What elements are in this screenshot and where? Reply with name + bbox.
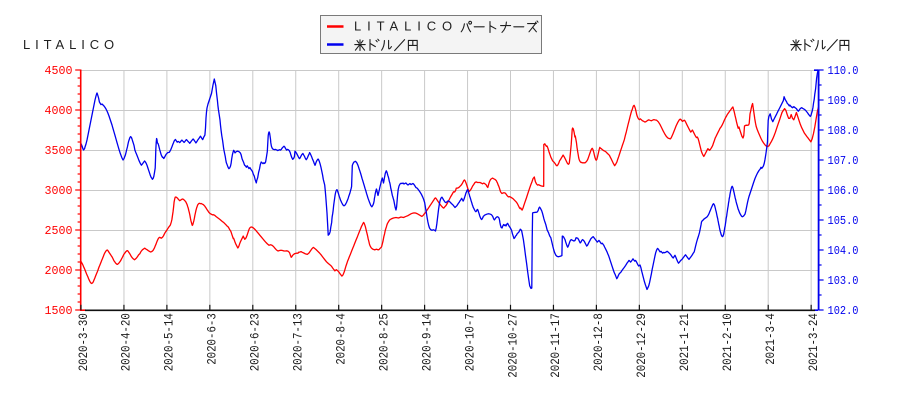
- svg-text:3000: 3000: [45, 185, 73, 198]
- svg-text:2021-3-4: 2021-3-4: [764, 313, 778, 365]
- svg-text:2020-12-8: 2020-12-8: [592, 313, 606, 371]
- svg-text:2021-3-24: 2021-3-24: [807, 313, 821, 371]
- svg-text:105.0: 105.0: [828, 215, 859, 228]
- svg-text:2020-7-13: 2020-7-13: [292, 313, 306, 371]
- svg-text:2020-8-4: 2020-8-4: [335, 313, 349, 365]
- svg-text:2020-3-30: 2020-3-30: [77, 313, 91, 371]
- svg-text:4500: 4500: [45, 65, 73, 78]
- svg-text:2020-9-14: 2020-9-14: [420, 313, 434, 371]
- svg-text:LITALICO: LITALICO: [354, 19, 458, 34]
- svg-text:2020-6-3: 2020-6-3: [206, 313, 220, 365]
- svg-text:2021-2-10: 2021-2-10: [721, 313, 735, 371]
- svg-text:106.0: 106.0: [828, 185, 859, 198]
- svg-text:1500: 1500: [45, 305, 73, 318]
- svg-text:109.0: 109.0: [828, 95, 859, 108]
- svg-text:102.0: 102.0: [828, 305, 859, 318]
- svg-text:103.0: 103.0: [828, 275, 859, 288]
- svg-text:LITALICO: LITALICO: [23, 37, 119, 52]
- svg-text:2020-6-23: 2020-6-23: [249, 313, 263, 371]
- svg-text:107.0: 107.0: [828, 155, 859, 168]
- svg-text:2020-10-27: 2020-10-27: [506, 313, 520, 378]
- svg-text:108.0: 108.0: [828, 125, 859, 138]
- svg-text:3500: 3500: [45, 145, 73, 158]
- svg-text:2020-12-29: 2020-12-29: [635, 313, 649, 378]
- svg-text:2021-1-21: 2021-1-21: [678, 313, 692, 371]
- svg-text:2020-11-17: 2020-11-17: [549, 313, 563, 378]
- svg-text:2020-8-25: 2020-8-25: [377, 313, 391, 371]
- svg-text:4000: 4000: [45, 105, 73, 118]
- svg-text:2020-10-7: 2020-10-7: [463, 313, 477, 371]
- svg-text:2020-5-14: 2020-5-14: [163, 313, 177, 371]
- svg-text:2020-4-20: 2020-4-20: [120, 313, 134, 371]
- svg-text:2500: 2500: [45, 225, 73, 238]
- svg-text:104.0: 104.0: [828, 245, 859, 258]
- svg-text:2000: 2000: [45, 265, 73, 278]
- svg-text:110.0: 110.0: [828, 65, 859, 78]
